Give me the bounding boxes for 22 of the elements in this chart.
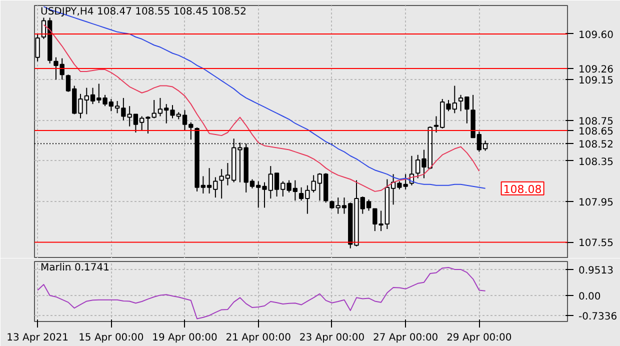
y-tick-label: 108.35 — [578, 156, 614, 168]
text: 108.08 — [503, 182, 542, 196]
y-tick-label: 0.00 — [578, 291, 601, 302]
x-tick-label: 13 Apr 2021 — [6, 332, 68, 344]
y-tick-label: 109.15 — [578, 76, 614, 87]
chart-title: Marlin 0.1741 — [40, 262, 110, 274]
x-tick-label: 15 Apr 00:00 — [78, 332, 144, 344]
ref-line-label: 108.52 — [578, 140, 614, 151]
ref-line-label: 108.65 — [578, 126, 614, 138]
x-tick-label: 29 Apr 00:00 — [446, 332, 512, 344]
y-tick-label: -0.7336 — [578, 312, 618, 323]
ref-line-label: 109.26 — [578, 64, 614, 76]
x-tick-label: 21 Apr 00:00 — [226, 332, 291, 344]
x-tick-label: 27 Apr 00:00 — [372, 332, 438, 344]
ref-line-label: 107.55 — [578, 238, 614, 250]
x-tick-label: 19 Apr 00:00 — [152, 332, 218, 344]
candlestick — [35, 33, 40, 62]
y-tick-label: 108.75 — [578, 116, 614, 128]
y-tick-label: 0.9513 — [578, 265, 614, 276]
x-tick-label: 23 Apr 00:00 — [299, 332, 365, 344]
ref-line-label: 109.60 — [578, 30, 614, 41]
y-tick-label: 107.95 — [578, 198, 614, 209]
